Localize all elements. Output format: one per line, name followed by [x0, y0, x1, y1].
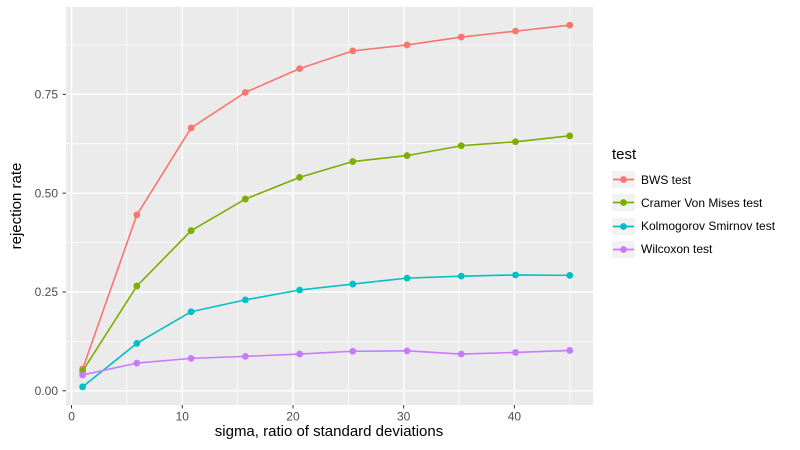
- data-point: [349, 47, 357, 55]
- x-tick-label: 30: [397, 410, 411, 424]
- data-point: [79, 383, 87, 391]
- data-point: [512, 138, 519, 146]
- data-point: [566, 21, 574, 29]
- data-point: [403, 274, 411, 282]
- series-line: [81, 274, 571, 388]
- data-point: [457, 142, 465, 150]
- legend-item: Kolmogorov Smirnov test: [612, 217, 776, 235]
- legend-item: BWS test: [612, 171, 775, 188]
- data-point: [79, 371, 87, 379]
- plot-panel: [66, 7, 593, 405]
- data-point: [241, 296, 249, 304]
- legend-key-icon: [612, 217, 635, 235]
- legend-item: Wilcoxon test: [612, 240, 775, 258]
- series-line: [81, 349, 571, 376]
- data-point: [403, 152, 411, 160]
- data-point: [133, 211, 141, 219]
- data-point: [566, 271, 574, 279]
- data-point: [403, 41, 411, 49]
- data-point: [187, 124, 195, 132]
- legend: test BWS test Cramer Von Mises test Kolmog…: [612, 146, 775, 264]
- data-point: [133, 339, 141, 347]
- data-point: [296, 173, 304, 181]
- panel-background: [66, 7, 593, 405]
- x-tick-label: 20: [286, 410, 300, 424]
- data-point: [566, 132, 574, 140]
- data-point: [296, 286, 304, 294]
- data-point: [187, 354, 195, 362]
- legend-key-icon: [612, 171, 635, 188]
- data-point: [512, 349, 519, 356]
- data-point: [241, 88, 249, 96]
- data-point: [349, 158, 357, 165]
- y-tick-label: 0.50: [35, 186, 59, 200]
- data-point: [296, 350, 304, 358]
- y-tick-label: 0.75: [35, 88, 59, 102]
- data-point: [349, 280, 357, 288]
- legend-item-label: Kolmogorov Smirnov test: [641, 219, 776, 234]
- data-point: [241, 352, 249, 360]
- legend-title: test: [612, 146, 637, 163]
- data-point: [457, 33, 465, 41]
- x-tick-label: 40: [508, 410, 522, 424]
- y-axis-title: rejection rate: [8, 163, 25, 250]
- data-point: [133, 359, 141, 367]
- legend-item-label: Wilcoxon test: [641, 242, 713, 257]
- series-line: [81, 24, 571, 370]
- x-tick-label: 10: [176, 410, 190, 424]
- x-axis-title: sigma, ratio of standard deviations: [215, 423, 443, 440]
- data-point: [566, 347, 574, 354]
- data-point: [349, 347, 357, 355]
- series-line: [81, 135, 571, 372]
- legend-item: Cramer Von Mises test: [612, 194, 775, 212]
- data-point: [187, 227, 195, 235]
- data-point: [512, 27, 519, 35]
- data-point: [241, 195, 249, 203]
- data-point: [512, 271, 519, 279]
- data-point: [187, 308, 195, 316]
- data-point: [457, 350, 465, 358]
- y-tick-label: 0.00: [35, 384, 59, 398]
- legend-items: BWS test Cramer Von Mises test Kolmogorov …: [612, 171, 775, 258]
- y-tick-label: 0.25: [35, 285, 59, 299]
- legend-key-icon: [612, 194, 635, 212]
- legend-key-icon: [612, 240, 635, 258]
- data-point: [457, 272, 465, 280]
- x-tick-label: 0: [68, 410, 75, 424]
- legend-item-label: BWS test: [641, 172, 692, 187]
- data-point: [296, 65, 304, 73]
- axis-layer: 0 10 20 30 40 0.00 0.25 0.50 0.75: [35, 88, 522, 424]
- data-point: [403, 347, 411, 355]
- legend-item-label: Cramer Von Mises test: [641, 195, 763, 210]
- data-point: [133, 282, 141, 290]
